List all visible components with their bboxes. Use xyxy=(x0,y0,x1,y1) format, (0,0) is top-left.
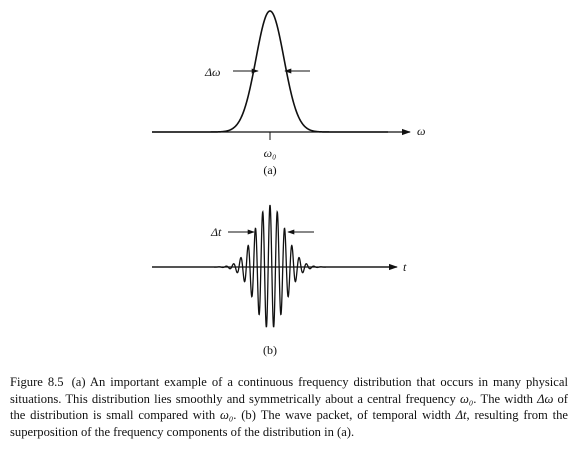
caption-math: Δt xyxy=(455,408,467,422)
omega-zero-label: ω₀ xyxy=(264,146,277,160)
wave-packet-curve xyxy=(152,204,390,328)
figure-caption: Figure 8.5 (a) An important example of a … xyxy=(10,374,568,440)
panel-b-label: (b) xyxy=(263,343,277,357)
delta-t-label: Δt xyxy=(210,225,222,239)
caption-math: ω₀ xyxy=(459,391,474,406)
caption-segment: . The width xyxy=(473,391,538,406)
figure-number: Figure 8.5 xyxy=(10,375,64,389)
panel-a: Δω ω ω₀ (a) xyxy=(152,10,425,177)
caption-text: (a) An important example of a continuous… xyxy=(10,375,568,439)
caption-segment: , resulting from the superposition of th… xyxy=(10,408,568,439)
caption-segment: . (b) The wave packet, of temporal width xyxy=(233,408,456,422)
delta-omega-label: Δω xyxy=(204,65,221,79)
caption-segment: of the distribution is small compared wi… xyxy=(10,391,568,423)
panel-a-label: (a) xyxy=(263,163,276,177)
omega-axis-label: ω xyxy=(417,124,425,138)
panel-b: Δt t (b) xyxy=(152,204,407,357)
caption-segment: (a) An important example of a continuous… xyxy=(10,375,568,406)
caption-math: Δω xyxy=(537,391,554,406)
caption-math: ω₀ xyxy=(219,408,234,422)
time-axis-label: t xyxy=(403,260,407,274)
frequency-distribution-curve xyxy=(152,10,388,133)
figure: Δω ω ω₀ (a) Δt t (b) xyxy=(152,10,425,357)
